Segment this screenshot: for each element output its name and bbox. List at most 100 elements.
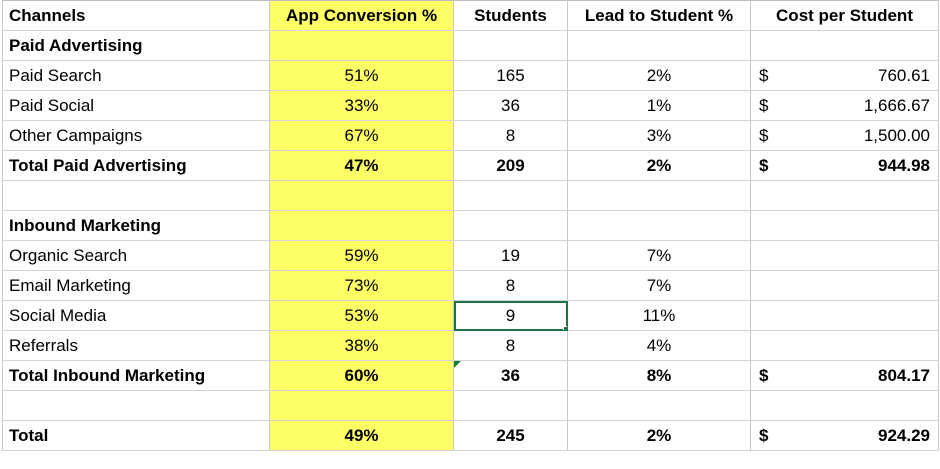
empty-cell[interactable] xyxy=(749,240,940,271)
cost-cell[interactable]: 944.98 xyxy=(780,150,940,181)
channel-name[interactable]: Referrals xyxy=(2,330,270,361)
app-conversion-cell[interactable]: 53% xyxy=(269,300,454,331)
total-row-inbound: Total Inbound Marketing 60% 36 8% $ 804.… xyxy=(2,360,940,391)
channel-name[interactable]: Social Media xyxy=(2,300,270,331)
total-row-paid: Total Paid Advertising 47% 209 2% $ 944.… xyxy=(2,150,940,181)
lead-to-student-cell[interactable]: 2% xyxy=(567,420,751,451)
empty-cell[interactable] xyxy=(269,180,454,211)
empty-cell[interactable] xyxy=(453,390,568,421)
students-cell[interactable]: 8 xyxy=(453,120,568,151)
students-cell-selected[interactable]: 9 xyxy=(453,300,568,331)
header-row: Channels App Conversion % Students Lead … xyxy=(2,0,940,31)
empty-cell[interactable] xyxy=(567,30,751,61)
table-row: Email Marketing 73% 8 7% xyxy=(2,270,940,301)
table-row: Organic Search 59% 19 7% xyxy=(2,240,940,271)
empty-cell[interactable] xyxy=(749,210,940,241)
section-label-paid[interactable]: Paid Advertising xyxy=(2,30,270,61)
total-label[interactable]: Total Inbound Marketing xyxy=(2,360,270,391)
students-cell[interactable]: 8 xyxy=(453,270,568,301)
cost-cell[interactable]: 924.29 xyxy=(780,420,940,451)
channel-name[interactable]: Other Campaigns xyxy=(2,120,270,151)
empty-cell[interactable] xyxy=(749,30,940,61)
empty-cell[interactable] xyxy=(453,210,568,241)
spreadsheet-table: Channels App Conversion % Students Lead … xyxy=(2,0,940,451)
header-students[interactable]: Students xyxy=(453,0,568,31)
students-cell[interactable]: 36 xyxy=(453,90,568,121)
currency-symbol[interactable]: $ xyxy=(750,150,781,181)
table-row: Referrals 38% 8 4% xyxy=(2,330,940,361)
currency-symbol[interactable]: $ xyxy=(750,360,781,391)
currency-symbol[interactable]: $ xyxy=(750,90,781,121)
students-cell[interactable]: 8 xyxy=(453,330,568,361)
fill-handle[interactable] xyxy=(563,326,567,330)
empty-cell[interactable] xyxy=(567,390,751,421)
app-conversion-cell[interactable]: 67% xyxy=(269,120,454,151)
empty-cell[interactable] xyxy=(749,270,940,301)
table-row: Paid Social 33% 36 1% $ 1,666.67 xyxy=(2,90,940,121)
app-conversion-cell[interactable]: 49% xyxy=(269,420,454,451)
blank-row xyxy=(2,180,940,211)
empty-cell[interactable] xyxy=(269,210,454,241)
students-cell[interactable]: 19 xyxy=(453,240,568,271)
lead-to-student-cell[interactable]: 11% xyxy=(567,300,751,331)
app-conversion-cell[interactable]: 33% xyxy=(269,90,454,121)
table-row: Other Campaigns 67% 8 3% $ 1,500.00 xyxy=(2,120,940,151)
empty-cell[interactable] xyxy=(269,30,454,61)
empty-cell[interactable] xyxy=(749,330,940,361)
empty-cell[interactable] xyxy=(2,390,270,421)
students-cell[interactable]: 209 xyxy=(453,150,568,181)
currency-symbol[interactable]: $ xyxy=(750,120,781,151)
section-row-paid: Paid Advertising xyxy=(2,30,940,61)
empty-cell[interactable] xyxy=(453,180,568,211)
app-conversion-cell[interactable]: 73% xyxy=(269,270,454,301)
channel-name[interactable]: Paid Search xyxy=(2,60,270,91)
app-conversion-cell[interactable]: 51% xyxy=(269,60,454,91)
cost-cell[interactable]: 760.61 xyxy=(780,60,940,91)
lead-to-student-cell[interactable]: 8% xyxy=(567,360,751,391)
cost-cell[interactable]: 804.17 xyxy=(780,360,940,391)
total-label[interactable]: Total xyxy=(2,420,270,451)
blank-row xyxy=(2,390,940,421)
lead-to-student-cell[interactable]: 1% xyxy=(567,90,751,121)
cost-cell[interactable]: 1,500.00 xyxy=(780,120,940,151)
empty-cell[interactable] xyxy=(567,180,751,211)
table-row: Social Media 53% 9 11% xyxy=(2,300,940,331)
header-lead-to-student[interactable]: Lead to Student % xyxy=(567,0,751,31)
total-label[interactable]: Total Paid Advertising xyxy=(2,150,270,181)
empty-cell[interactable] xyxy=(269,390,454,421)
empty-cell[interactable] xyxy=(453,30,568,61)
empty-cell[interactable] xyxy=(567,210,751,241)
channel-name[interactable]: Organic Search xyxy=(2,240,270,271)
channel-name[interactable]: Email Marketing xyxy=(2,270,270,301)
students-cell[interactable]: 245 xyxy=(453,420,568,451)
header-cost-per-student[interactable]: Cost per Student xyxy=(749,0,940,31)
lead-to-student-cell[interactable]: 3% xyxy=(567,120,751,151)
app-conversion-cell[interactable]: 47% xyxy=(269,150,454,181)
lead-to-student-cell[interactable]: 7% xyxy=(567,240,751,271)
empty-cell[interactable] xyxy=(749,180,940,211)
grand-total-row: Total 49% 245 2% $ 924.29 xyxy=(2,420,940,451)
students-value: 36 xyxy=(501,365,520,385)
section-label-inbound[interactable]: Inbound Marketing xyxy=(2,210,270,241)
currency-symbol[interactable]: $ xyxy=(750,60,781,91)
lead-to-student-cell[interactable]: 2% xyxy=(567,150,751,181)
app-conversion-cell[interactable]: 60% xyxy=(269,360,454,391)
lead-to-student-cell[interactable]: 4% xyxy=(567,330,751,361)
students-value: 9 xyxy=(505,305,516,325)
students-cell[interactable]: 36 xyxy=(453,360,568,391)
section-row-inbound: Inbound Marketing xyxy=(2,210,940,241)
header-app-conversion[interactable]: App Conversion % xyxy=(269,0,454,31)
cost-cell[interactable]: 1,666.67 xyxy=(780,90,940,121)
empty-cell[interactable] xyxy=(2,180,270,211)
empty-cell[interactable] xyxy=(749,390,940,421)
header-channels[interactable]: Channels xyxy=(2,0,270,31)
empty-cell[interactable] xyxy=(749,300,940,331)
app-conversion-cell[interactable]: 38% xyxy=(269,330,454,361)
lead-to-student-cell[interactable]: 2% xyxy=(567,60,751,91)
currency-symbol[interactable]: $ xyxy=(750,420,781,451)
app-conversion-cell[interactable]: 59% xyxy=(269,240,454,271)
error-indicator-icon xyxy=(454,361,461,368)
students-cell[interactable]: 165 xyxy=(453,60,568,91)
lead-to-student-cell[interactable]: 7% xyxy=(567,270,751,301)
channel-name[interactable]: Paid Social xyxy=(2,90,270,121)
